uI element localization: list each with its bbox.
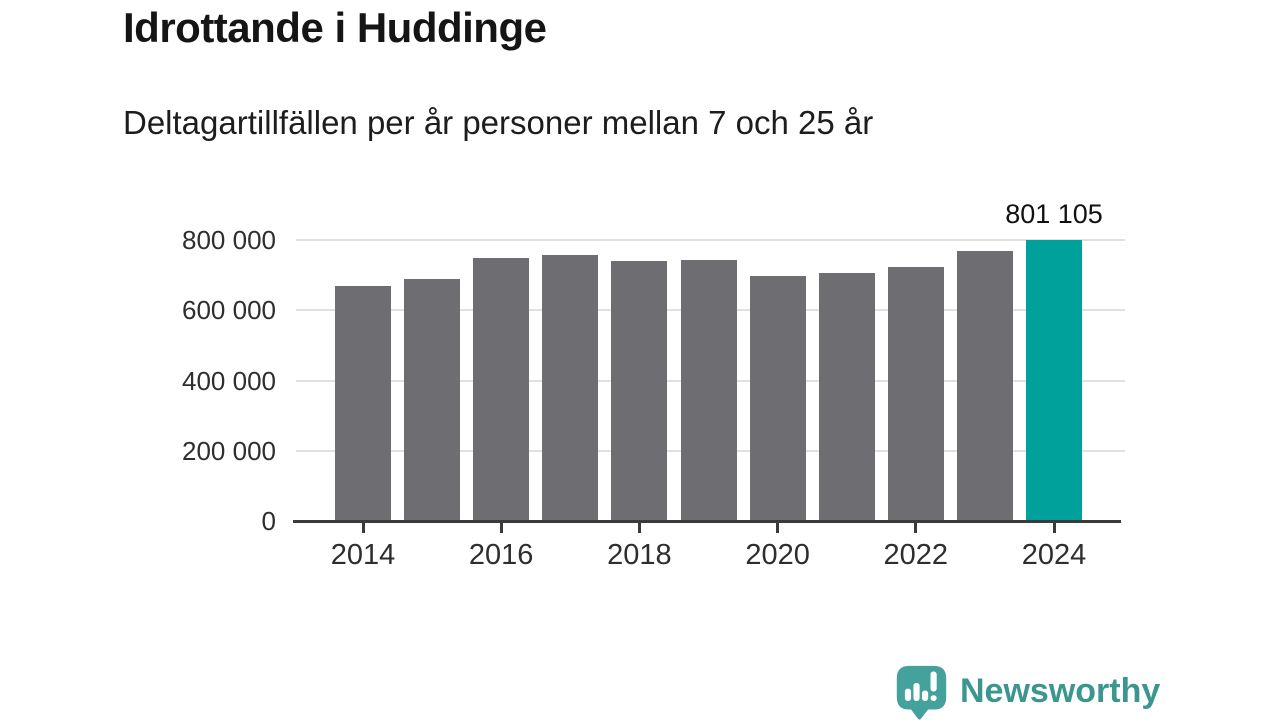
x-axis-tick bbox=[361, 523, 365, 533]
newsworthy-logo-icon bbox=[896, 665, 947, 720]
bar-2017 bbox=[542, 255, 599, 521]
bar-2018 bbox=[611, 261, 668, 521]
chart-title: Idrottande i Huddinge bbox=[123, 4, 547, 51]
bar-2024 bbox=[1026, 239, 1082, 521]
y-axis-label: 0 bbox=[261, 506, 276, 536]
bar-2016 bbox=[473, 258, 530, 521]
x-axis-label: 2018 bbox=[607, 539, 672, 571]
highlight-value-label: 801 105 bbox=[1005, 198, 1103, 229]
bar-2021 bbox=[818, 272, 875, 521]
bar-2019 bbox=[680, 260, 737, 521]
y-axis-label: 800 000 bbox=[182, 225, 276, 255]
x-axis-line bbox=[293, 520, 1121, 523]
bar-2023 bbox=[956, 251, 1013, 521]
bar-2020 bbox=[749, 275, 806, 521]
x-axis-label: 2020 bbox=[745, 539, 810, 571]
x-axis-label: 2024 bbox=[1021, 539, 1087, 571]
x-axis-label: 2014 bbox=[330, 539, 396, 571]
x-axis-tick bbox=[637, 523, 641, 533]
bar-2014 bbox=[335, 286, 391, 521]
y-axis-label: 400 000 bbox=[182, 365, 276, 396]
bar-2015 bbox=[404, 278, 461, 521]
y-axis-label: 200 000 bbox=[182, 435, 276, 466]
bar-2022 bbox=[887, 267, 944, 521]
y-axis-label: 600 000 bbox=[182, 295, 276, 326]
x-axis-tick bbox=[776, 523, 780, 533]
brand-footer: Newsworthy bbox=[893, 663, 1160, 720]
x-axis-tick bbox=[1052, 523, 1056, 533]
brand-name: Newsworthy bbox=[960, 672, 1161, 710]
x-axis-tick bbox=[914, 523, 918, 533]
x-axis-label: 2022 bbox=[883, 539, 949, 571]
gridline-800000 bbox=[296, 239, 1125, 241]
x-axis-label: 2016 bbox=[468, 539, 534, 571]
chart-subtitle: Deltagartillfällen per år personer mella… bbox=[123, 104, 874, 141]
x-axis-tick bbox=[499, 523, 503, 533]
